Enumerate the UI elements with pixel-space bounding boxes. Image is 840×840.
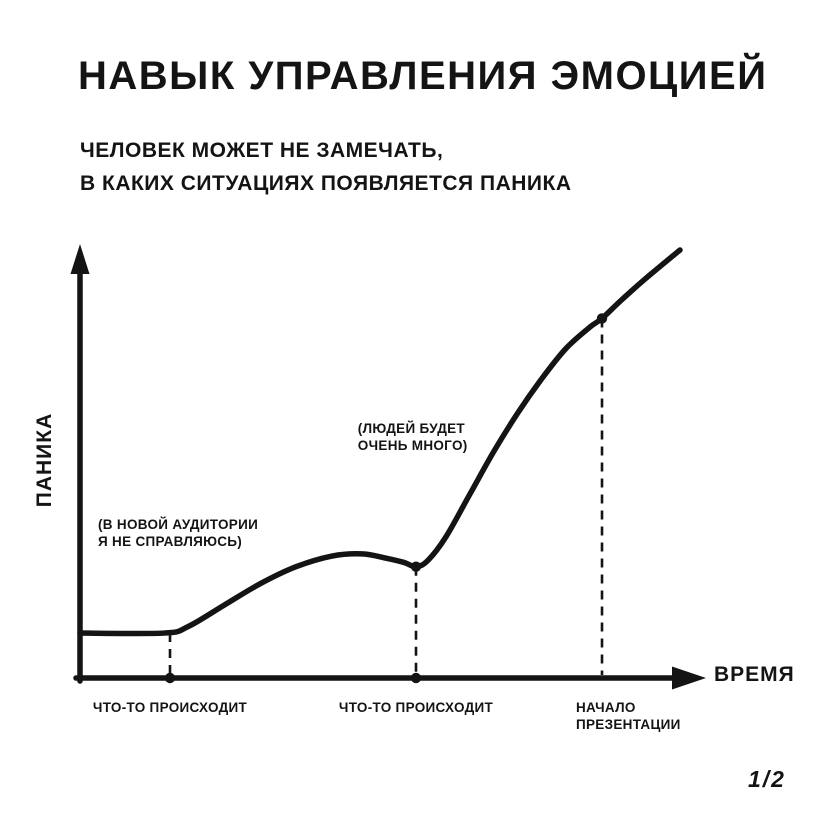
event-label-2: ЧТО-ТО ПРОИСХОДИТ [338,700,494,715]
subtitle-line-1: ЧЕЛОВЕК МОЖЕТ НЕ ЗАМЕЧАТЬ, [80,139,444,162]
curve-annotation-1: (В НОВОЙ АУДИТОРИИ Я НЕ СПРАВЛЯЮСЬ) [98,516,259,549]
subtitle-line-2: В КАКИХ СИТУАЦИЯХ ПОЯВЛЯЕТСЯ ПАНИКА [80,172,572,195]
event-axis-dot-2 [410,672,422,684]
curve-annotation-2: (ЛЮДЕЙ БУДЕТ ОЧЕНЬ МНОГО) [357,420,468,453]
event-label-3: НАЧАЛО ПРЕЗЕНТАЦИИ [576,700,681,732]
subtitle: ЧЕЛОВЕК МОЖЕТ НЕ ЗАМЕЧАТЬ, В КАКИХ СИТУА… [80,134,572,200]
panic-curve [77,247,683,637]
x-axis-arrowhead [672,666,706,690]
event-axis-dot-1 [164,672,176,684]
event-label-1: ЧТО-ТО ПРОИСХОДИТ [92,700,248,715]
page-number: 1/2 [748,766,786,792]
x-axis-label: ВРЕМЯ [714,663,795,686]
page-title: НАВЫК УПРАВЛЕНИЯ ЭМОЦИЕЙ [78,54,768,98]
y-axis-label: ПАНИКА [33,412,56,508]
y-axis-arrowhead [70,244,90,274]
